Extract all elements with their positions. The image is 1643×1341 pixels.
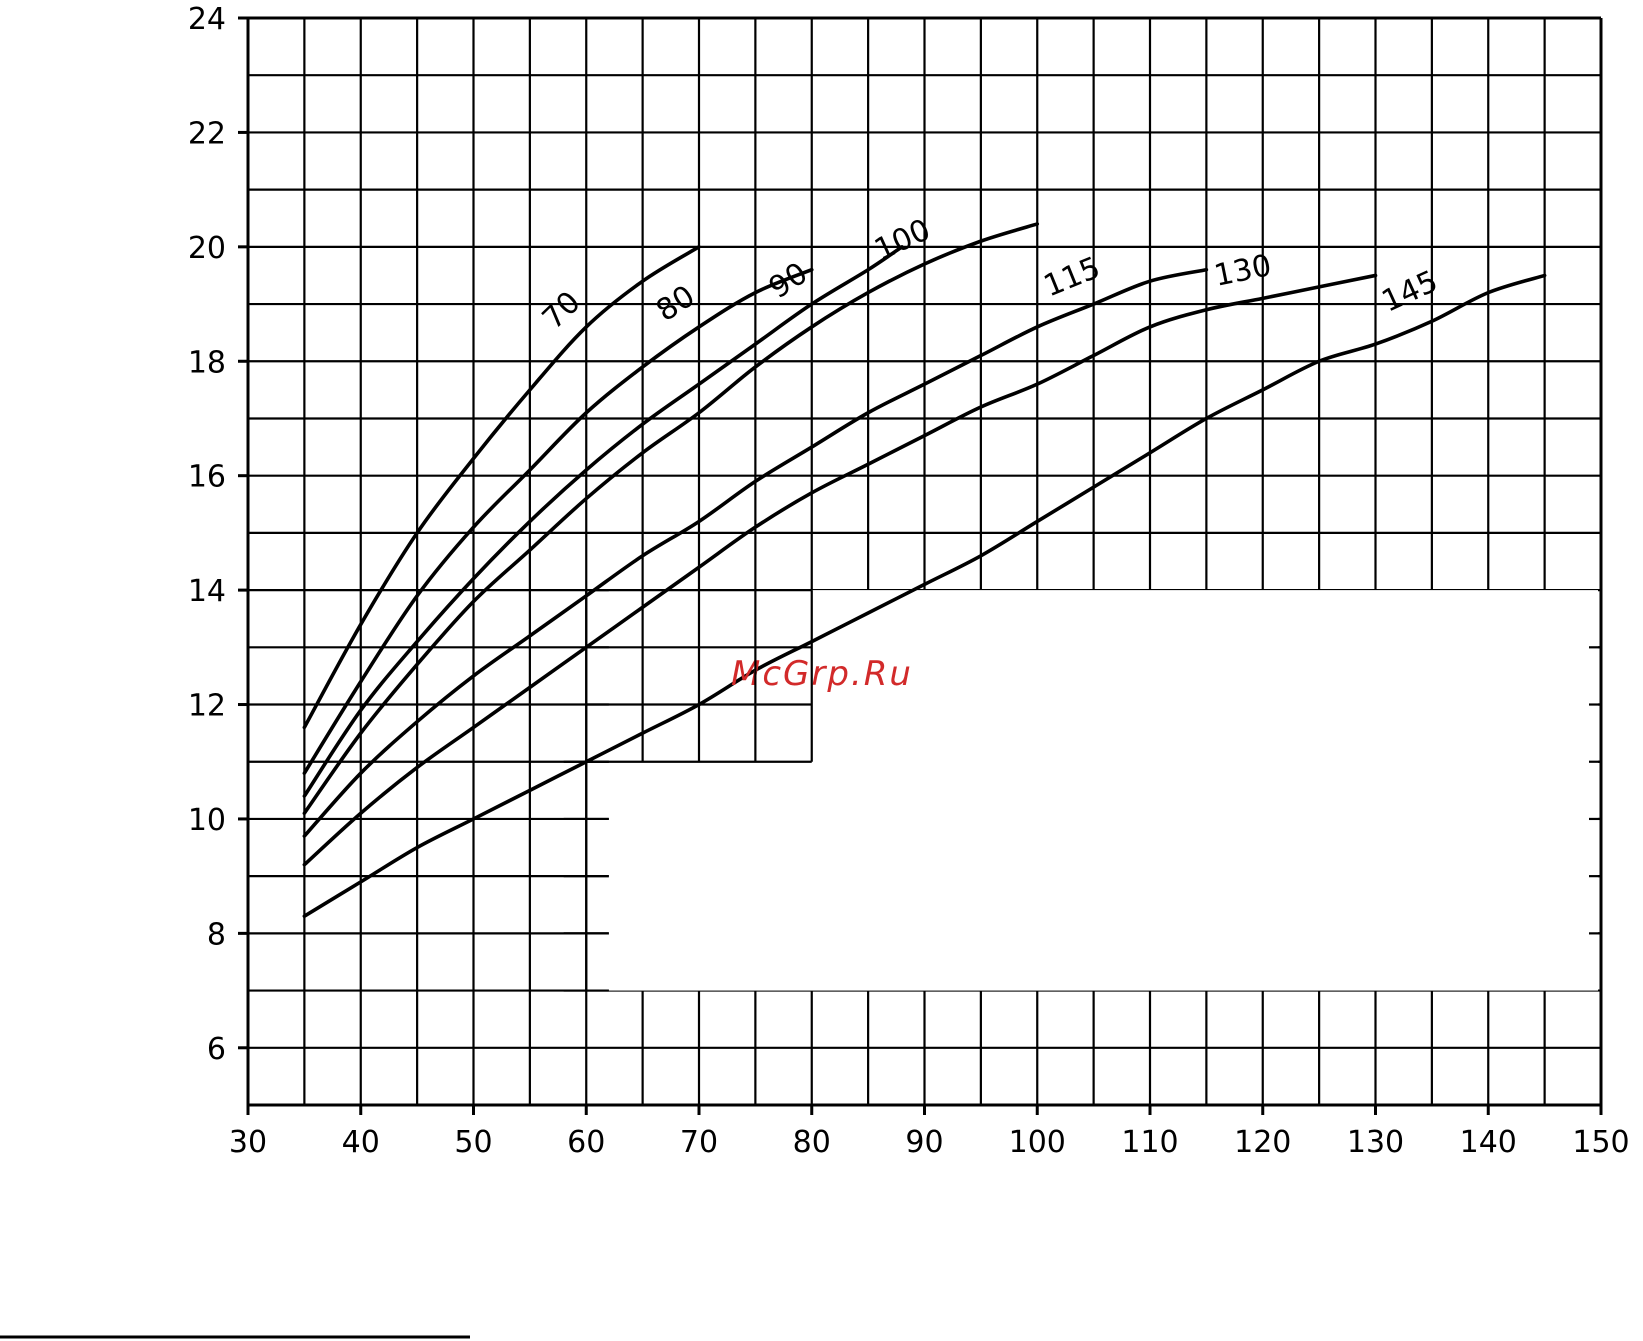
x-tick-label: 70 xyxy=(680,1125,718,1160)
series-label-100: 100 xyxy=(869,212,936,268)
x-tick-label: 40 xyxy=(342,1125,380,1160)
series-label-145: 145 xyxy=(1377,264,1444,320)
x-tick-label: 150 xyxy=(1572,1125,1629,1160)
series-line-90 xyxy=(302,245,904,798)
series-line-100 xyxy=(302,222,1040,816)
series-label-130: 130 xyxy=(1211,248,1274,294)
x-tick-label: 50 xyxy=(454,1125,492,1160)
y-tick-label: 16 xyxy=(188,460,226,495)
x-tick-label: 110 xyxy=(1121,1125,1178,1160)
y-tick-label: 18 xyxy=(188,345,226,380)
x-tick-label: 30 xyxy=(229,1125,267,1160)
series-label-90: 90 xyxy=(763,256,814,306)
series-line-70 xyxy=(302,245,701,730)
series-line-145 xyxy=(302,273,1547,919)
blank-region xyxy=(608,590,1598,991)
series-label-80: 80 xyxy=(650,279,701,329)
x-tick-label: 120 xyxy=(1234,1125,1291,1160)
series-curves xyxy=(302,222,1547,919)
y-tick-label: 24 xyxy=(188,2,226,37)
y-tick-label: 14 xyxy=(188,574,226,609)
series-line-130 xyxy=(302,273,1378,867)
y-tick-label: 10 xyxy=(188,803,226,838)
series-label-115: 115 xyxy=(1039,250,1105,304)
series-label-70: 70 xyxy=(536,285,588,337)
watermark-text: McGrp.Ru xyxy=(731,654,913,694)
y-tick-labels: 6 8 10 12 14 16 18 20 22 24 xyxy=(188,2,248,1067)
y-tick-label: 20 xyxy=(188,231,226,266)
x-tick-label: 100 xyxy=(1009,1125,1066,1160)
y-tick-label: 6 xyxy=(207,1032,226,1067)
series-line-115 xyxy=(302,267,1209,838)
series-line-80 xyxy=(302,267,814,775)
y-tick-label: 12 xyxy=(188,689,226,724)
x-tick-label: 80 xyxy=(793,1125,831,1160)
x-tick-label: 60 xyxy=(567,1125,605,1160)
x-tick-label: 140 xyxy=(1460,1125,1517,1160)
x-tick-label: 90 xyxy=(905,1125,943,1160)
x-tick-label: 130 xyxy=(1347,1125,1404,1160)
y-tick-label: 22 xyxy=(188,116,226,151)
x-tick-labels: 30 40 50 60 70 80 90 100 110 120 130 140 150 xyxy=(229,1105,1630,1160)
y-tick-label: 8 xyxy=(207,917,226,952)
series-labels: 70 80 90 100 115 130 145 xyxy=(536,212,1443,336)
